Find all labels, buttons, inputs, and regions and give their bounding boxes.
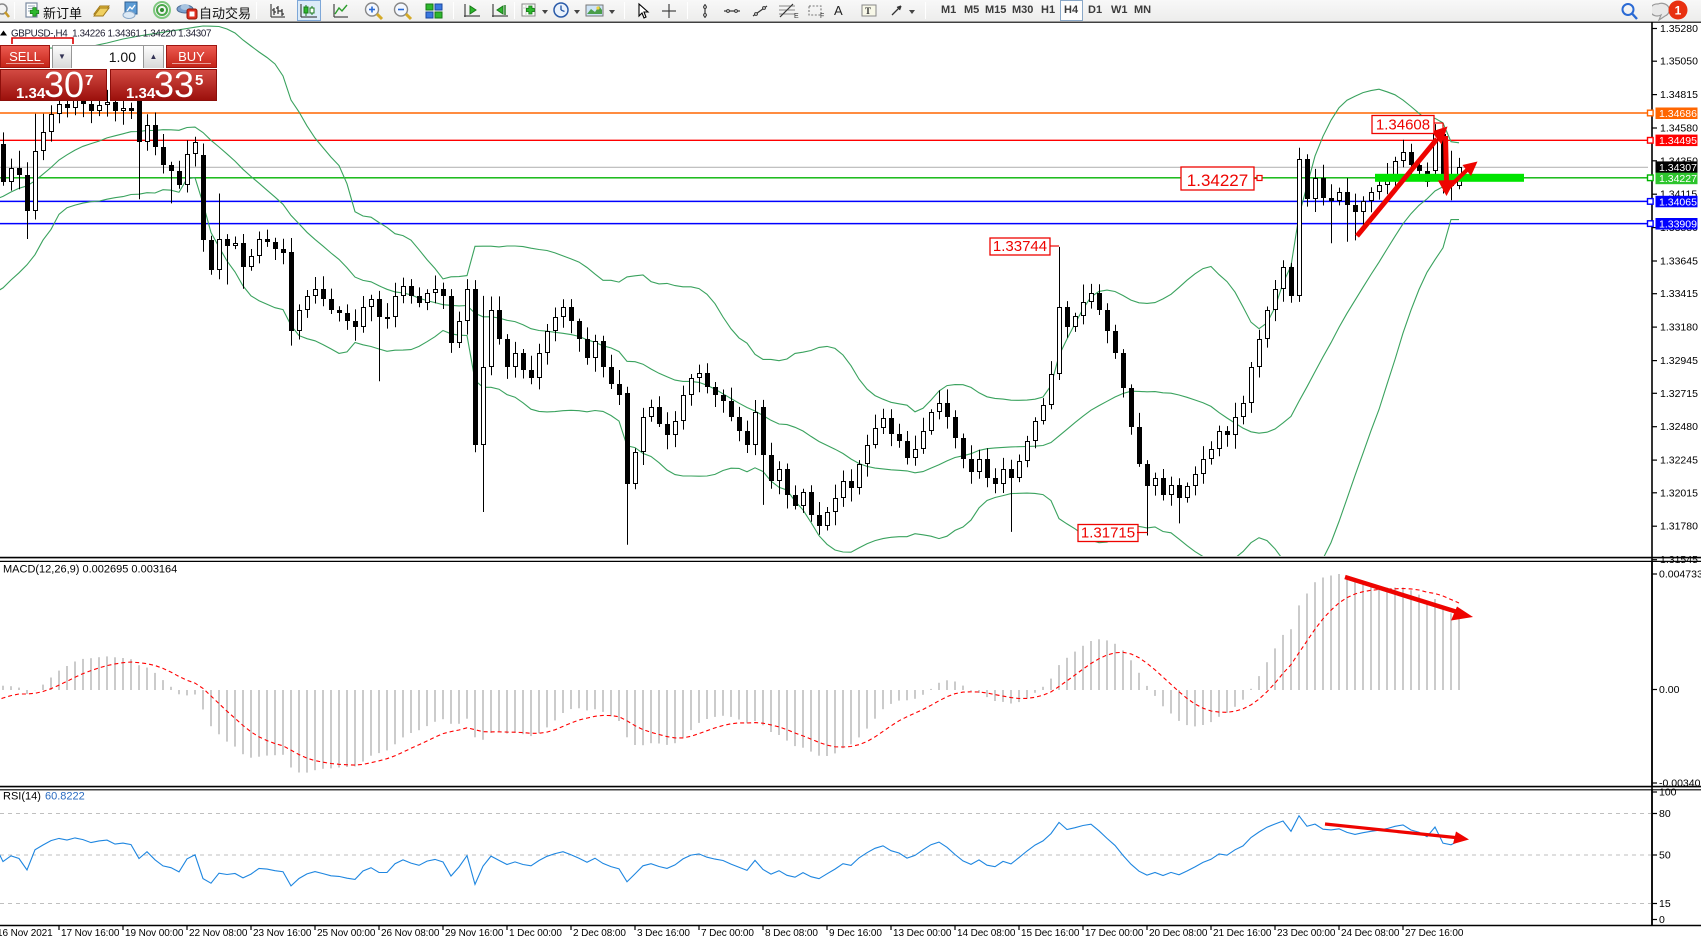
svg-text:1.31780: 1.31780 (1660, 521, 1698, 533)
svg-text:0.00: 0.00 (1659, 684, 1680, 696)
svg-text:9 Dec 16:00: 9 Dec 16:00 (829, 928, 882, 939)
svg-text:MACD(12,26,9) 0.002695 0.00316: MACD(12,26,9) 0.002695 0.003164 (3, 564, 177, 576)
svg-text:3 Dec 16:00: 3 Dec 16:00 (637, 928, 690, 939)
svg-text:1.33645: 1.33645 (1660, 256, 1698, 268)
svg-text:15: 15 (1659, 898, 1671, 910)
svg-text:1.32015: 1.32015 (1660, 487, 1698, 499)
svg-text:27 Dec 16:00: 27 Dec 16:00 (1405, 928, 1464, 939)
svg-text:1.33909: 1.33909 (1659, 219, 1697, 231)
svg-text:60.8222: 60.8222 (45, 791, 85, 803)
svg-text:1.32945: 1.32945 (1660, 355, 1698, 367)
svg-text:1.34065: 1.34065 (1659, 196, 1697, 208)
svg-text:1.34608: 1.34608 (1376, 117, 1430, 134)
svg-text:GBPUSD-,H4 1.34226 1.34361 1.: GBPUSD-,H4 1.34226 1.34361 1.34220 1.343… (11, 29, 211, 40)
svg-text:16 Nov 2021: 16 Nov 2021 (0, 928, 53, 939)
svg-text:25 Nov 00:00: 25 Nov 00:00 (317, 928, 376, 939)
svg-text:29 Nov 16:00: 29 Nov 16:00 (445, 928, 504, 939)
svg-text:1.34580: 1.34580 (1660, 123, 1698, 135)
svg-text:26 Nov 08:00: 26 Nov 08:00 (381, 928, 440, 939)
svg-text:13 Dec 00:00: 13 Dec 00:00 (893, 928, 952, 939)
svg-text:2 Dec 08:00: 2 Dec 08:00 (573, 928, 626, 939)
svg-text:E: E (794, 13, 799, 20)
svg-text:1.34307: 1.34307 (1659, 162, 1697, 174)
svg-text:22 Nov 08:00: 22 Nov 08:00 (189, 928, 248, 939)
svg-text:1.35280: 1.35280 (1660, 23, 1698, 35)
svg-text:21 Dec 16:00: 21 Dec 16:00 (1213, 928, 1272, 939)
svg-text:1.32480: 1.32480 (1660, 421, 1698, 433)
svg-text:8 Dec 08:00: 8 Dec 08:00 (765, 928, 818, 939)
svg-text:1.35050: 1.35050 (1660, 56, 1698, 68)
svg-text:1.33180: 1.33180 (1660, 322, 1698, 334)
svg-text:1.34227: 1.34227 (1659, 173, 1697, 185)
svg-text:0: 0 (1659, 914, 1665, 926)
svg-text:1.32245: 1.32245 (1660, 455, 1698, 467)
svg-text:100: 100 (1659, 787, 1677, 799)
svg-text:19 Nov 00:00: 19 Nov 00:00 (125, 928, 184, 939)
svg-text:1.34227: 1.34227 (1187, 171, 1248, 190)
svg-text:1.33744: 1.33744 (993, 238, 1047, 255)
svg-text:1.34495: 1.34495 (1659, 135, 1697, 147)
svg-text:23 Nov 16:00: 23 Nov 16:00 (253, 928, 312, 939)
svg-text:20 Dec 08:00: 20 Dec 08:00 (1149, 928, 1208, 939)
svg-text:15 Dec 16:00: 15 Dec 16:00 (1021, 928, 1080, 939)
svg-text:1.31545: 1.31545 (1660, 554, 1698, 566)
svg-text:0.004733: 0.004733 (1659, 569, 1701, 581)
svg-text:1.32715: 1.32715 (1660, 388, 1698, 400)
svg-text:50: 50 (1659, 850, 1671, 862)
svg-text:-0.003403: -0.003403 (1659, 778, 1701, 790)
svg-text:1 Dec 00:00: 1 Dec 00:00 (509, 928, 562, 939)
svg-text:14 Dec 08:00: 14 Dec 08:00 (957, 928, 1016, 939)
svg-text:80: 80 (1659, 808, 1671, 820)
svg-text:1.33415: 1.33415 (1660, 288, 1698, 300)
svg-text:23 Dec 00:00: 23 Dec 00:00 (1277, 928, 1336, 939)
svg-text:T: T (865, 6, 871, 16)
svg-text:1.34815: 1.34815 (1660, 89, 1698, 101)
svg-text:1.34686: 1.34686 (1659, 108, 1697, 120)
svg-text:7 Dec 00:00: 7 Dec 00:00 (701, 928, 754, 939)
svg-text:F: F (820, 13, 824, 20)
svg-text:17 Dec 00:00: 17 Dec 00:00 (1085, 928, 1144, 939)
svg-text:RSI(14): RSI(14) (3, 791, 41, 803)
svg-text:1: 1 (1675, 4, 1682, 18)
svg-text:1.31715: 1.31715 (1081, 525, 1135, 542)
svg-text:17 Nov 16:00: 17 Nov 16:00 (61, 928, 120, 939)
svg-text:24 Dec 08:00: 24 Dec 08:00 (1341, 928, 1400, 939)
